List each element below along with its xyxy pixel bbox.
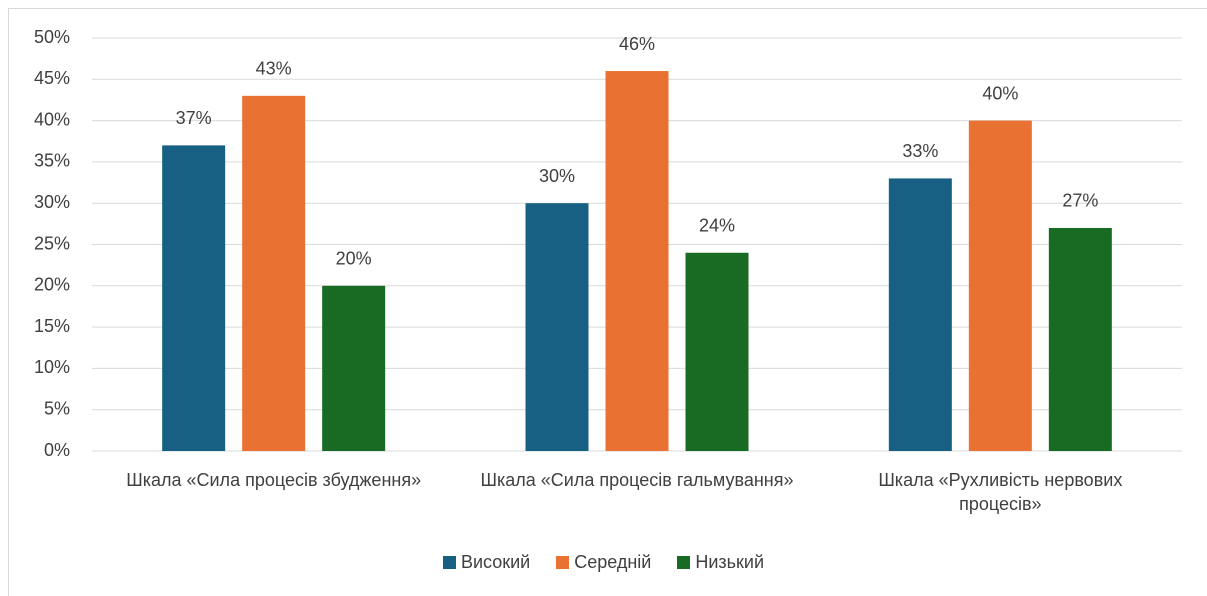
y-tick-label: 20%: [34, 275, 70, 295]
data-label: 27%: [1062, 191, 1098, 211]
chart-border: [8, 8, 1207, 596]
data-label: 43%: [256, 59, 292, 79]
y-tick-label: 45%: [34, 68, 70, 88]
data-label: 24%: [699, 216, 735, 236]
y-tick-label: 10%: [34, 357, 70, 377]
data-label: 40%: [982, 83, 1018, 103]
data-label: 46%: [619, 34, 655, 54]
bar: [888, 178, 952, 452]
legend-item: Високий: [442, 552, 531, 573]
bar: [605, 71, 669, 451]
y-tick-label: 40%: [34, 109, 70, 129]
x-tick-label: Шкала «Рухливість нервових процесів»: [878, 470, 1123, 514]
legend-swatch: [677, 556, 691, 569]
legend-swatch: [556, 556, 570, 569]
y-tick-label: 15%: [34, 316, 70, 336]
legend: Високий Середній Низький: [0, 552, 1207, 573]
legend-item: Середній: [556, 552, 651, 573]
bar: [1048, 227, 1112, 451]
y-tick-label: 50%: [34, 27, 70, 47]
legend-item: Низький: [677, 552, 764, 573]
y-tick-label: 0%: [44, 440, 70, 460]
y-tick-label: 5%: [44, 398, 70, 418]
x-tick-label: Шкала «Сила процесів збудження»: [126, 470, 422, 490]
legend-label: Середній: [574, 552, 652, 572]
legend-label: Низький: [695, 552, 765, 572]
y-tick-label: 25%: [34, 233, 70, 253]
data-label: 30%: [539, 166, 575, 186]
y-tick-label: 30%: [34, 192, 70, 212]
x-tick-label: Шкала «Сила процесів гальмування»: [480, 470, 794, 490]
legend-swatch: [442, 556, 456, 569]
bar: [322, 285, 386, 451]
data-label: 37%: [176, 108, 212, 128]
data-label: 33%: [902, 141, 938, 161]
bar: [685, 252, 749, 451]
legend-label: Високий: [460, 552, 531, 572]
data-label: 20%: [336, 249, 372, 269]
y-tick-label: 35%: [34, 151, 70, 171]
bar: [162, 145, 226, 451]
bar: [525, 203, 589, 451]
bar: [242, 95, 306, 451]
bar: [968, 120, 1032, 451]
